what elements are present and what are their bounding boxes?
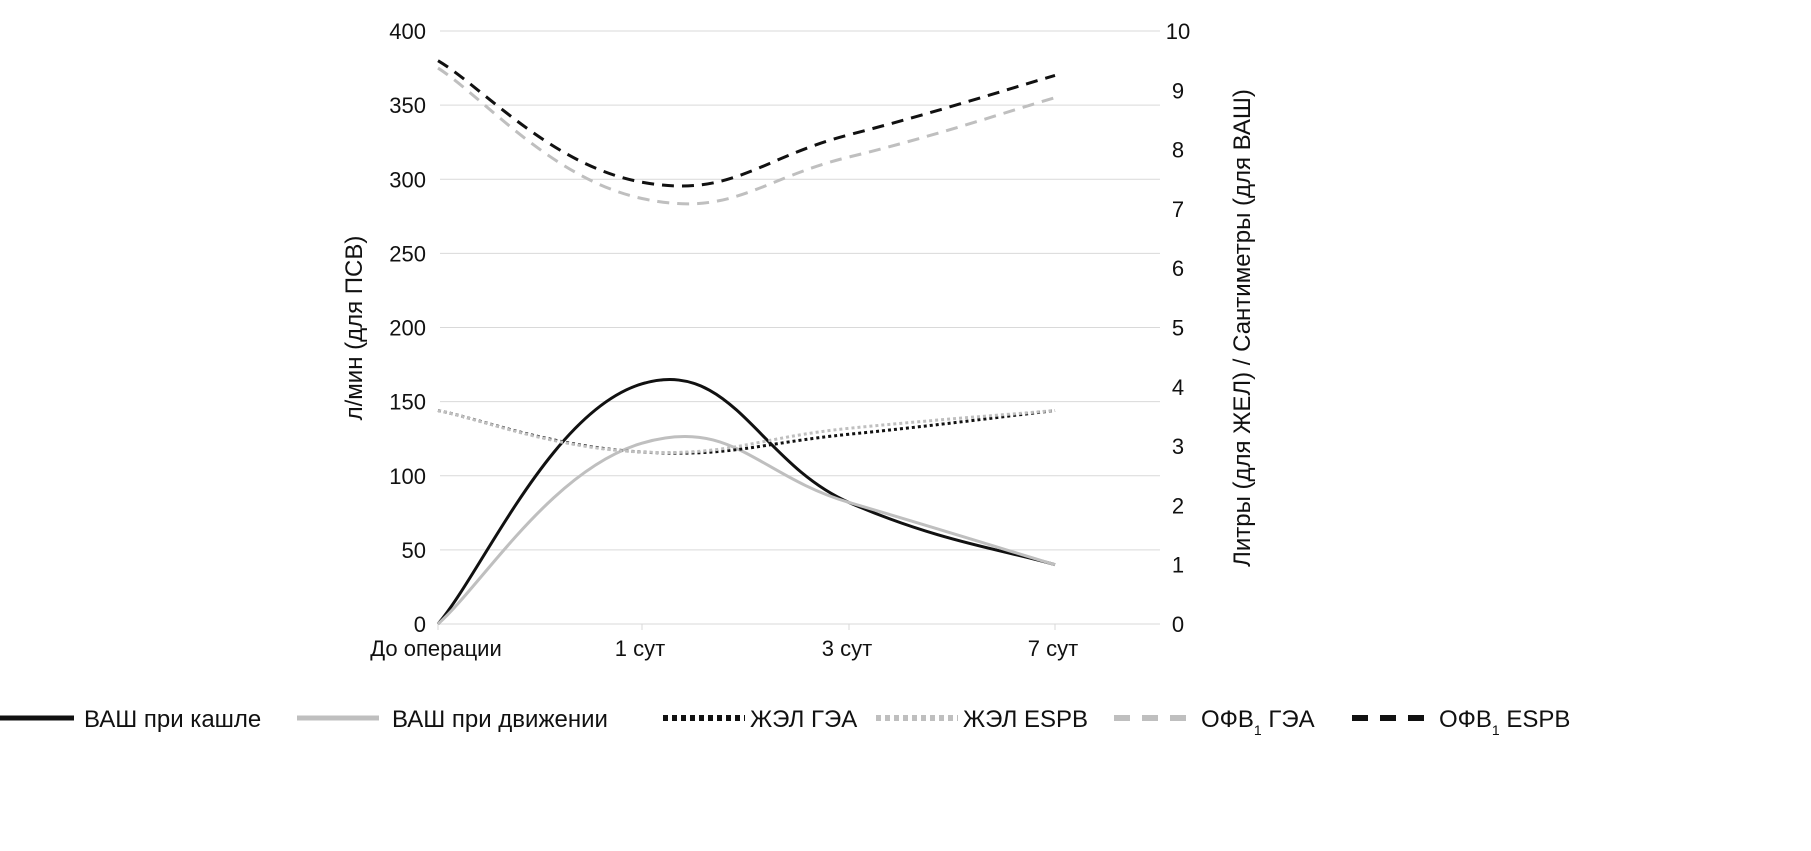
right-y-tick-label: 2: [1172, 493, 1184, 518]
legend: ВАШ при кашле ВАШ при движении ЖЭЛ ГЭА ЖЭЛ …: [0, 706, 1570, 738]
right-y-tick-label: 9: [1172, 78, 1184, 103]
axis-layer: л/мин (для ПСВ) Литры (для ЖЕЛ) / Сантим…: [341, 19, 1256, 661]
right-y-tick-label: 7: [1172, 197, 1184, 222]
right-y-tick-label: 6: [1172, 256, 1184, 281]
left-axis-title: л/мин (для ПСВ): [341, 236, 368, 421]
right-y-tick-label: 8: [1172, 138, 1184, 163]
x-tick-label: 1 сут: [615, 636, 665, 661]
x-tick-label: До операции: [370, 636, 502, 661]
left-y-tick-label: 200: [389, 316, 426, 341]
right-y-tick-label: 3: [1172, 434, 1184, 459]
series-line: [437, 409, 1056, 455]
legend-label: ВАШ при движении: [392, 706, 608, 733]
right-y-tick-label: 10: [1166, 19, 1190, 44]
legend-label: ЖЭЛ ГЭА: [750, 706, 857, 733]
right-axis-title: Литры (для ЖЕЛ) / Сантиметры (для ВАШ): [1229, 89, 1256, 567]
series-line: [437, 434, 1056, 626]
left-y-tick-label: 50: [402, 538, 426, 563]
x-tick-label: 7 сут: [1028, 636, 1078, 661]
legend-label: ОФВ1 ESPB: [1439, 706, 1570, 738]
grid-layer: [437, 30, 1160, 630]
series-line: [436, 378, 1056, 625]
left-y-tick-label: 300: [389, 167, 426, 192]
left-y-tick-label: 0: [414, 612, 426, 637]
right-y-tick-label: 5: [1172, 316, 1184, 341]
series-line: [437, 409, 1056, 455]
x-tick-label: 3 сут: [822, 636, 872, 661]
series-line: [437, 59, 1056, 188]
legend-label: ВАШ при кашле: [84, 706, 261, 733]
left-y-tick-label: 350: [389, 93, 426, 118]
left-y-tick-label: 150: [389, 390, 426, 415]
series-layer: [436, 59, 1056, 626]
left-y-tick-label: 100: [389, 464, 426, 489]
right-y-tick-label: 4: [1172, 375, 1184, 400]
legend-label: ОФВ1 ГЭА: [1201, 706, 1315, 738]
right-y-tick-label: 1: [1172, 553, 1184, 578]
left-y-tick-label: 400: [389, 19, 426, 44]
series-line: [437, 66, 1056, 206]
legend-label: ЖЭЛ ESPB: [963, 706, 1088, 733]
left-y-tick-label: 250: [389, 241, 426, 266]
right-y-tick-label: 0: [1172, 612, 1184, 637]
